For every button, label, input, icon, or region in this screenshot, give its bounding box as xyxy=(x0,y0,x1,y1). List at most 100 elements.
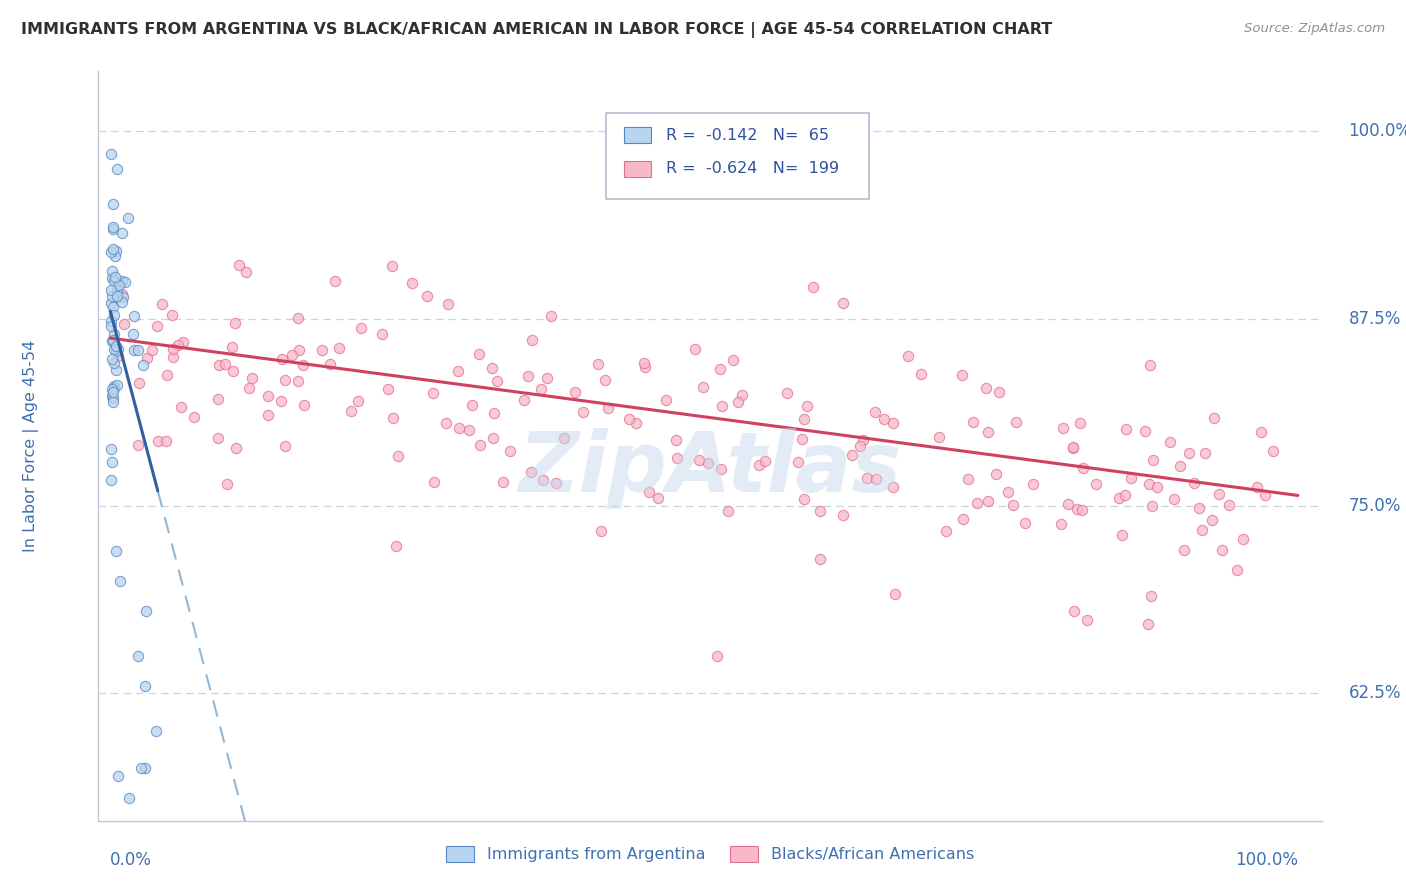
Point xyxy=(423,475,446,490)
Point xyxy=(1146,480,1168,494)
Point xyxy=(288,343,311,357)
Point xyxy=(634,359,657,374)
Text: 87.5%: 87.5% xyxy=(1348,310,1400,327)
Point xyxy=(710,399,733,413)
Point xyxy=(884,587,907,601)
Point xyxy=(101,382,124,396)
Point xyxy=(624,416,647,430)
Point xyxy=(100,283,122,297)
Point xyxy=(1111,527,1133,541)
Point xyxy=(775,386,797,401)
Point xyxy=(117,211,139,226)
Point xyxy=(1163,492,1185,507)
Point xyxy=(208,359,231,373)
Point xyxy=(1069,416,1091,430)
Point xyxy=(692,380,714,394)
Point xyxy=(134,679,156,693)
Point xyxy=(458,423,481,437)
Point xyxy=(129,761,152,775)
Point xyxy=(105,285,128,299)
Point xyxy=(207,431,229,445)
Point xyxy=(100,318,122,333)
Point xyxy=(447,421,470,435)
Point xyxy=(688,453,710,467)
Point xyxy=(122,310,145,324)
Point xyxy=(596,401,619,416)
Point xyxy=(170,400,193,414)
Point xyxy=(1211,542,1233,557)
Point xyxy=(553,431,575,445)
Text: 100.0%: 100.0% xyxy=(1234,851,1298,869)
Point xyxy=(564,384,586,399)
Point xyxy=(1226,564,1249,578)
Point xyxy=(101,264,124,278)
Point xyxy=(215,477,238,491)
Point xyxy=(1057,497,1080,511)
Point xyxy=(1159,435,1181,450)
Point xyxy=(127,648,149,663)
Point xyxy=(974,381,997,395)
Point xyxy=(103,308,125,322)
Point xyxy=(966,496,988,510)
Point xyxy=(865,472,887,486)
Point xyxy=(105,339,128,353)
Point xyxy=(107,769,129,783)
Text: Source: ZipAtlas.com: Source: ZipAtlas.com xyxy=(1244,22,1385,36)
Point xyxy=(134,761,156,775)
Point xyxy=(128,376,150,390)
Point xyxy=(104,344,127,359)
Point xyxy=(852,433,875,447)
Point xyxy=(665,433,688,447)
Point xyxy=(101,289,124,303)
Point xyxy=(381,259,404,273)
Point xyxy=(107,343,129,357)
Point xyxy=(447,364,470,378)
Text: IMMIGRANTS FROM ARGENTINA VS BLACK/AFRICAN AMERICAN IN LABOR FORCE | AGE 45-54 C: IMMIGRANTS FROM ARGENTINA VS BLACK/AFRIC… xyxy=(21,22,1052,38)
Point xyxy=(468,438,491,452)
Point xyxy=(416,289,439,303)
Point xyxy=(1005,415,1028,429)
Point xyxy=(371,326,394,341)
Point xyxy=(105,289,128,303)
Point xyxy=(111,274,134,288)
Point xyxy=(111,287,134,301)
Point xyxy=(617,412,640,426)
Point xyxy=(103,300,125,314)
Point xyxy=(841,448,863,462)
Point xyxy=(328,341,350,355)
Point xyxy=(748,458,770,472)
Point xyxy=(100,442,122,456)
Point xyxy=(112,317,135,331)
Point xyxy=(107,161,129,176)
Point xyxy=(135,604,157,618)
Point xyxy=(1114,488,1136,502)
Point xyxy=(437,297,460,311)
Point xyxy=(1173,542,1195,557)
Point xyxy=(347,393,370,408)
Point xyxy=(387,449,409,463)
Point xyxy=(103,356,125,370)
Point xyxy=(274,439,297,453)
Point xyxy=(240,371,263,385)
Point xyxy=(910,368,932,382)
Point xyxy=(633,356,655,370)
Point xyxy=(183,409,205,424)
Point xyxy=(1218,498,1240,512)
Point xyxy=(127,343,149,358)
Point xyxy=(882,480,904,494)
Point xyxy=(481,361,503,376)
Point xyxy=(257,408,280,422)
Point xyxy=(1250,425,1272,440)
Point xyxy=(100,244,122,259)
Point xyxy=(103,333,125,347)
Point xyxy=(540,309,562,323)
Point xyxy=(107,350,129,364)
Point xyxy=(167,338,190,352)
Point xyxy=(222,364,245,378)
Point xyxy=(468,347,491,361)
Point xyxy=(135,351,157,365)
Point xyxy=(141,343,163,357)
Text: 62.5%: 62.5% xyxy=(1348,684,1400,702)
Point xyxy=(790,432,813,446)
Point xyxy=(1052,421,1074,435)
